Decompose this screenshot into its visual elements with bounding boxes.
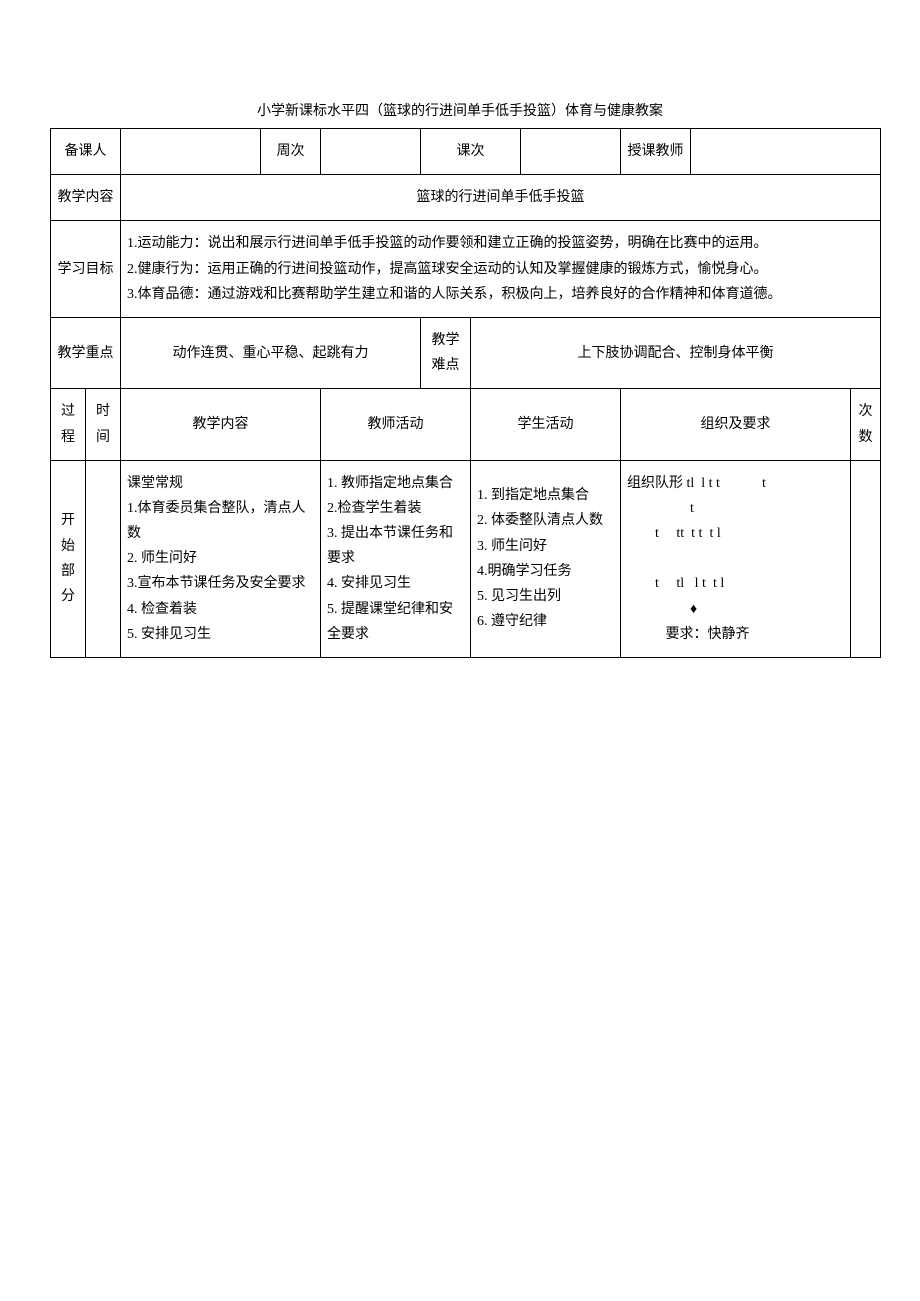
phase-label: 开始部分 bbox=[51, 460, 86, 657]
header-count: 次数 bbox=[851, 389, 881, 460]
keypoint-content: 动作连贯、重心平稳、起跳有力 bbox=[121, 317, 421, 388]
label-teaching-content: 教学内容 bbox=[51, 175, 121, 221]
label-week: 周次 bbox=[261, 129, 321, 175]
phase-time bbox=[86, 460, 121, 657]
value-preparer bbox=[121, 129, 261, 175]
header-time: 时间 bbox=[86, 389, 121, 460]
objectives-row: 学习目标 1.运动能力：说出和展示行进间单手低手投篮的动作要领和建立正确的投篮姿… bbox=[51, 221, 881, 318]
teaching-content: 篮球的行进间单手低手投篮 bbox=[121, 175, 881, 221]
label-objectives: 学习目标 bbox=[51, 221, 121, 318]
phase-organization: 组织队形 tl l t t t t t tt t t t l t tl l t … bbox=[621, 460, 851, 657]
label-teacher: 授课教师 bbox=[621, 129, 691, 175]
header-organization: 组织及要求 bbox=[621, 389, 851, 460]
header-phase: 过程 bbox=[51, 389, 86, 460]
lesson-plan-table: 备课人 周次 课次 授课教师 教学内容 篮球的行进间单手低手投篮 学习目标 1.… bbox=[50, 128, 881, 658]
label-difficulty: 教学难点 bbox=[421, 317, 471, 388]
header-content: 教学内容 bbox=[121, 389, 321, 460]
keypoints-row: 教学重点 动作连贯、重心平稳、起跳有力 教学难点 上下肢协调配合、控制身体平衡 bbox=[51, 317, 881, 388]
document-title: 小学新课标水平四（篮球的行进间单手低手投篮）体育与健康教案 bbox=[50, 100, 870, 120]
value-lesson bbox=[521, 129, 621, 175]
phase-student: 1. 到指定地点集合 2. 体委整队清点人数 3. 师生问好 4.明确学习任务 … bbox=[471, 460, 621, 657]
header-student-activity: 学生活动 bbox=[471, 389, 621, 460]
content-row: 教学内容 篮球的行进间单手低手投篮 bbox=[51, 175, 881, 221]
phase-content: 课堂常规 1.体育委员集合整队，清点人数 2. 师生问好 3.宣布本节课任务及安… bbox=[121, 460, 321, 657]
phase-row-start: 开始部分 课堂常规 1.体育委员集合整队，清点人数 2. 师生问好 3.宣布本节… bbox=[51, 460, 881, 657]
label-lesson: 课次 bbox=[421, 129, 521, 175]
phase-count bbox=[851, 460, 881, 657]
label-preparer: 备课人 bbox=[51, 129, 121, 175]
table-header-row: 过程 时间 教学内容 教师活动 学生活动 组织及要求 次数 bbox=[51, 389, 881, 460]
value-teacher bbox=[691, 129, 881, 175]
difficulty-content: 上下肢协调配合、控制身体平衡 bbox=[471, 317, 881, 388]
label-keypoint: 教学重点 bbox=[51, 317, 121, 388]
header-teacher-activity: 教师活动 bbox=[321, 389, 471, 460]
objectives-content: 1.运动能力：说出和展示行进间单手低手投篮的动作要领和建立正确的投篮姿势，明确在… bbox=[121, 221, 881, 318]
phase-teacher: 1. 教师指定地点集合 2.检查学生着装 3. 提出本节课任务和要求 4. 安排… bbox=[321, 460, 471, 657]
value-week bbox=[321, 129, 421, 175]
info-row: 备课人 周次 课次 授课教师 bbox=[51, 129, 881, 175]
